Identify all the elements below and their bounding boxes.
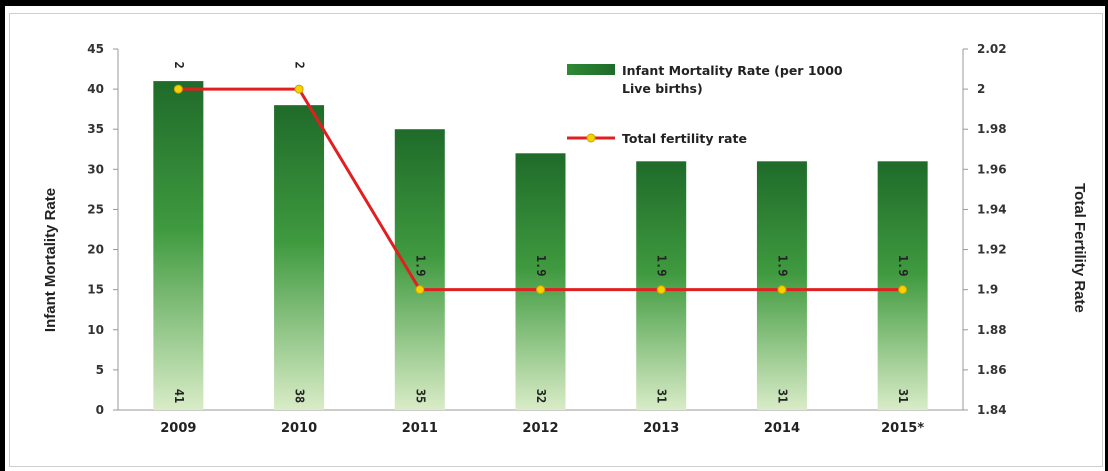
left-tick-label: 35 (87, 122, 104, 136)
y2-axis-label: Total Fertility Rate (1071, 183, 1088, 313)
left-tick-label: 25 (87, 202, 104, 216)
x-axis-ticks: 2009 2010 2011 2012 2013 2014 2015* (160, 421, 924, 436)
right-tick-label: 1.9 (977, 283, 998, 297)
bar (515, 153, 566, 411)
x-tick-label: 2012 (522, 421, 558, 436)
left-tick-label: 45 (87, 42, 104, 56)
left-tick-label: 30 (87, 162, 104, 176)
bar-data-label: 31 (655, 389, 669, 403)
bar-data-label: 32 (534, 389, 548, 403)
line-data-label: 1.9 (655, 255, 669, 277)
left-axis-ticks: 0 5 10 15 20 25 30 35 40 45 (87, 42, 118, 417)
line-marker (173, 84, 183, 94)
top-border (0, 0, 1108, 6)
line-data-labels: 2 2 1.9 1.9 1.9 1.9 1.9 (172, 61, 910, 276)
right-border (1105, 0, 1108, 471)
legend-bar-label-line2: Live births) (622, 81, 703, 96)
line-data-label: 2 (293, 61, 307, 68)
right-tick-label: 1.92 (977, 243, 1007, 257)
bar (274, 105, 325, 411)
left-tick-label: 10 (87, 323, 104, 337)
left-tick-label: 15 (87, 283, 104, 297)
legend-line-marker (586, 133, 596, 143)
bar-data-label: 31 (896, 389, 910, 403)
left-tick-label: 0 (96, 403, 104, 417)
line-data-label: 1.9 (775, 255, 789, 277)
right-tick-label: 1.88 (977, 323, 1007, 337)
x-tick-label: 2015* (881, 421, 924, 436)
x-tick-label: 2014 (764, 421, 800, 436)
x-tick-label: 2013 (643, 421, 679, 436)
legend-bar-swatch (567, 64, 615, 75)
legend-bar-label-line1: Infant Mortality Rate (per 1000 (622, 63, 843, 78)
left-border (0, 0, 5, 471)
bar (394, 129, 445, 410)
left-tick-label: 20 (87, 243, 104, 257)
line-marker (777, 285, 787, 295)
line-data-label: 1.9 (896, 255, 910, 277)
line-marker (656, 285, 666, 295)
bar-series (153, 81, 928, 411)
line-data-label: 1.9 (534, 255, 548, 277)
line-series (173, 84, 908, 295)
x-tick-label: 2009 (160, 421, 196, 436)
bar-data-labels: 41 38 35 32 31 31 31 (172, 389, 910, 403)
line-marker (415, 285, 425, 295)
legend: Infant Mortality Rate (per 1000 Live bir… (567, 63, 843, 146)
line-marker (536, 285, 545, 295)
line-marker (294, 84, 304, 94)
right-tick-label: 1.86 (977, 363, 1007, 377)
bar-data-label: 41 (172, 389, 186, 403)
x-tick-label: 2011 (402, 421, 438, 436)
left-tick-label: 40 (87, 82, 104, 96)
bar (153, 81, 204, 410)
chart-panel (9, 13, 1103, 467)
x-tick-label: 2010 (281, 421, 317, 436)
right-tick-label: 1.98 (977, 122, 1007, 136)
right-axis-ticks: 1.84 1.86 1.88 1.9 1.92 1.94 1.96 1.98 2 2.02 (963, 42, 1007, 417)
right-tick-label: 1.84 (977, 403, 1007, 417)
bar-data-label: 38 (293, 389, 307, 403)
right-tick-label: 1.94 (977, 202, 1007, 216)
legend-line-label: Total fertility rate (622, 131, 747, 146)
line-data-label: 2 (172, 61, 186, 68)
bar-data-label: 35 (413, 389, 427, 403)
bar-data-label: 31 (775, 389, 789, 403)
y-axis-label: Infant Mortality Rate (42, 188, 59, 332)
line-data-label: 1.9 (413, 255, 427, 277)
right-tick-label: 2.02 (977, 42, 1007, 56)
right-tick-label: 1.96 (977, 162, 1007, 176)
left-tick-label: 5 (96, 363, 104, 377)
right-tick-label: 2 (977, 82, 985, 96)
line-marker (898, 285, 908, 295)
